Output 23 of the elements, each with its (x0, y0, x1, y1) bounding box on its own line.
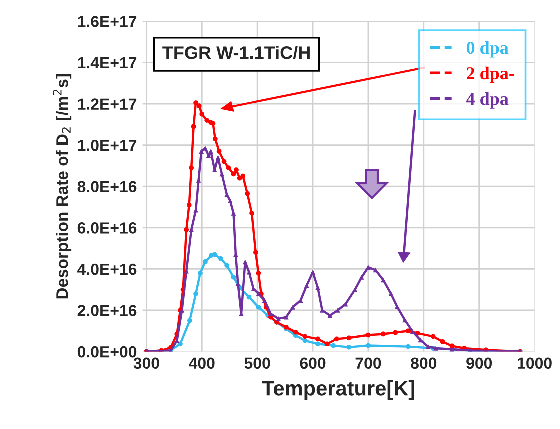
y-axis-title: Desorption Rate of D$_{2}$ [/m$^{2}$s] (53, 74, 72, 299)
x-tick-label: 1000 (518, 358, 552, 370)
x-tick-label: 500 (244, 358, 270, 370)
y-tick-label: 1.2E+17 (78, 98, 137, 110)
x-tick-label: 700 (356, 358, 382, 370)
y-tick-label: 6.0E+16 (78, 222, 137, 234)
y-tick-label: 4.0E+16 (78, 264, 137, 276)
y-tick-label: 0.0E+00 (78, 346, 137, 358)
legend-label: 4 dpa (466, 92, 509, 109)
legend-label: 0 dpa (466, 41, 509, 58)
y-tick-label: 1.4E+17 (78, 58, 137, 69)
x-tick-label: 600 (300, 358, 326, 370)
y-tick-label: 2.0E+16 (78, 305, 137, 316)
x-tick-label: 900 (466, 358, 492, 370)
y-tick-label: 8.0E+16 (78, 181, 137, 193)
x-tick-label: 400 (189, 358, 215, 370)
y-tick-label: 1.0E+17 (78, 140, 137, 152)
y-tick-label: 1.6E+17 (78, 16, 137, 28)
x-axis-title: Temperature[K] (262, 380, 414, 400)
legend-label: 2 dpa- (467, 66, 514, 84)
annotation: TFGR W-1.1TiC/H (162, 46, 310, 60)
x-tick-label: 300 (134, 358, 160, 370)
x-tick-label: 800 (411, 358, 437, 370)
